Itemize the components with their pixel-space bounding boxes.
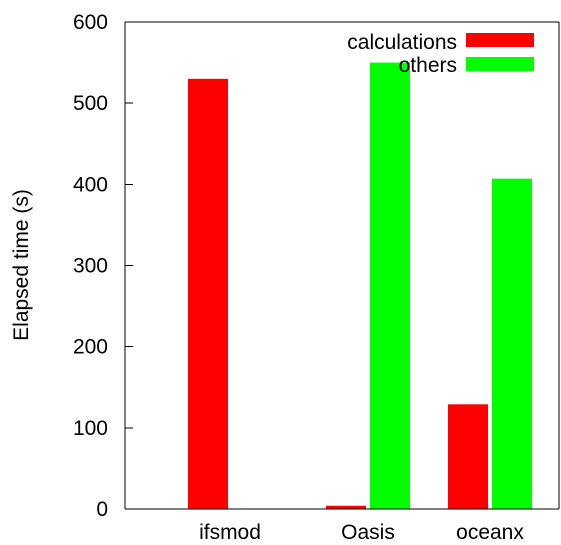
x-tick-label: Oasis <box>341 521 395 544</box>
bar-calculations-Oasis <box>326 505 366 509</box>
axes-layer: 0 100 200 300 400 500 600 Elapsed time (s) ifsmo… <box>10 11 560 544</box>
y-tick-label: 300 <box>73 255 108 278</box>
bar-calculations-ifsmod <box>188 78 228 510</box>
x-tick-label: oceanx <box>456 521 524 544</box>
bar-calculations-oceanx <box>448 404 488 509</box>
legend-label-calculations: calculations <box>347 31 457 54</box>
y-tick-label: 100 <box>73 417 108 440</box>
bar-others-oceanx <box>492 178 532 509</box>
legend-swatch-calculations <box>466 33 534 47</box>
y-tick-label: 200 <box>73 336 108 359</box>
legend-label-others: others <box>399 54 457 77</box>
x-tick-label: ifsmod <box>199 521 261 544</box>
bars-layer <box>188 62 532 510</box>
legend-swatch-others <box>466 57 534 71</box>
y-axis-label: Elapsed time (s) <box>10 189 33 341</box>
bar-others-Oasis <box>370 62 410 509</box>
y-tick-label: 0 <box>96 498 108 521</box>
y-tick-label: 600 <box>73 11 108 34</box>
y-tick-label: 500 <box>73 92 108 115</box>
y-tick-label: 400 <box>73 173 108 196</box>
